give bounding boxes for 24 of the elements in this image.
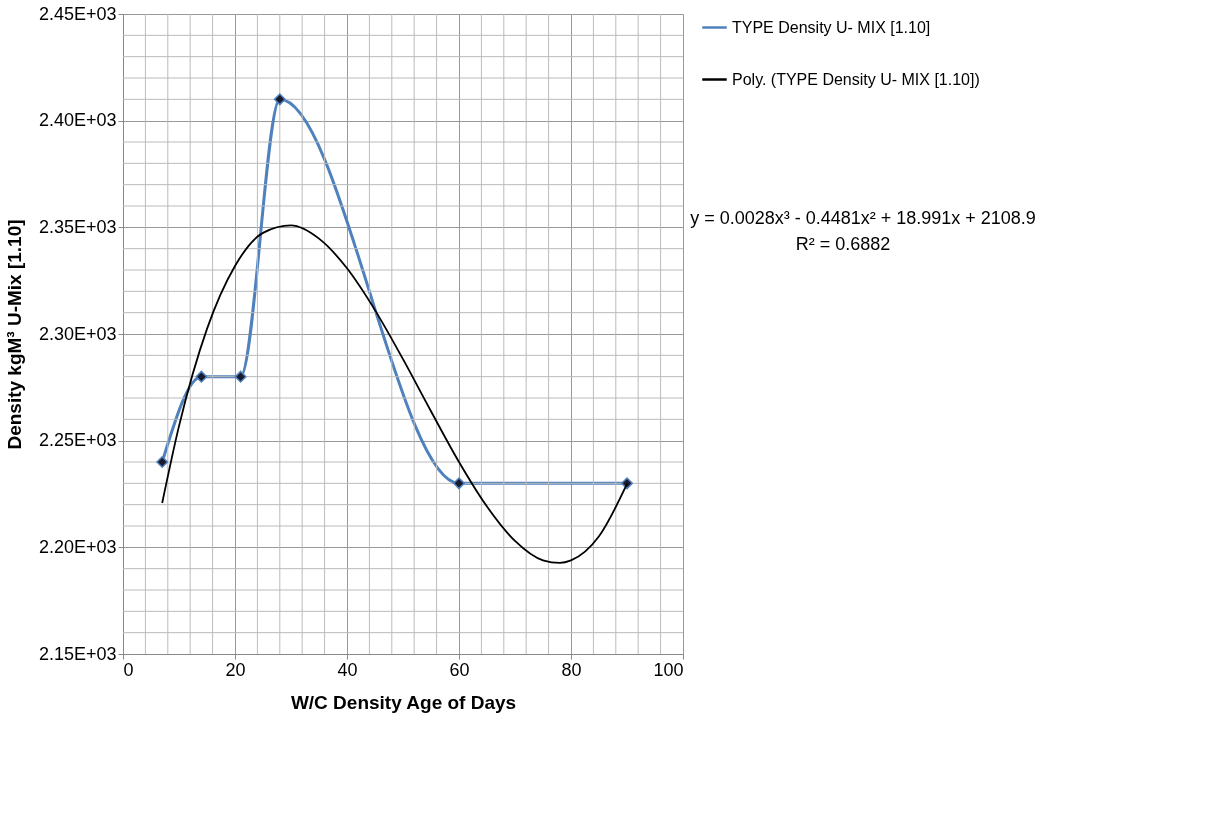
- y-tick-label: 2.40E+03: [38, 110, 117, 131]
- y-tick-label: 2.15E+03: [38, 643, 117, 664]
- y-tick-label: 2.45E+03: [38, 3, 117, 24]
- point: [453, 477, 465, 490]
- x-axis-title: W/C Density Age of Days: [290, 691, 517, 713]
- y-tick-label: 2.35E+03: [38, 216, 117, 237]
- point: [273, 93, 286, 106]
- text: R² = 0.6882: [795, 234, 891, 254]
- point: [195, 370, 208, 383]
- x-tick-label: 60: [449, 659, 470, 680]
- y-axis-title: Density kgM³ U-Mix [1.10]: [3, 219, 25, 450]
- y-tick-label: 2.30E+03: [38, 323, 117, 344]
- text: y = 0.0028x³ - 0.4481x² + 18.991x + 2108.9: [690, 208, 1036, 228]
- point: [156, 456, 169, 468]
- point: [234, 370, 247, 383]
- x-tick-label: 40: [337, 659, 358, 680]
- x-tick-label: 0: [123, 659, 134, 680]
- x-tick-label: 100: [653, 659, 684, 680]
- legend-label: TYPE Density U- MIX [1.10]: [732, 18, 931, 36]
- x-tick-label: 80: [561, 659, 582, 680]
- legend-label: Poly. (TYPE Density U- MIX [1.10]): [732, 70, 980, 88]
- y-tick-label: 2.25E+03: [38, 430, 117, 451]
- x-tick-label: 20: [225, 659, 246, 680]
- y-tick-label: 2.20E+03: [38, 536, 117, 557]
